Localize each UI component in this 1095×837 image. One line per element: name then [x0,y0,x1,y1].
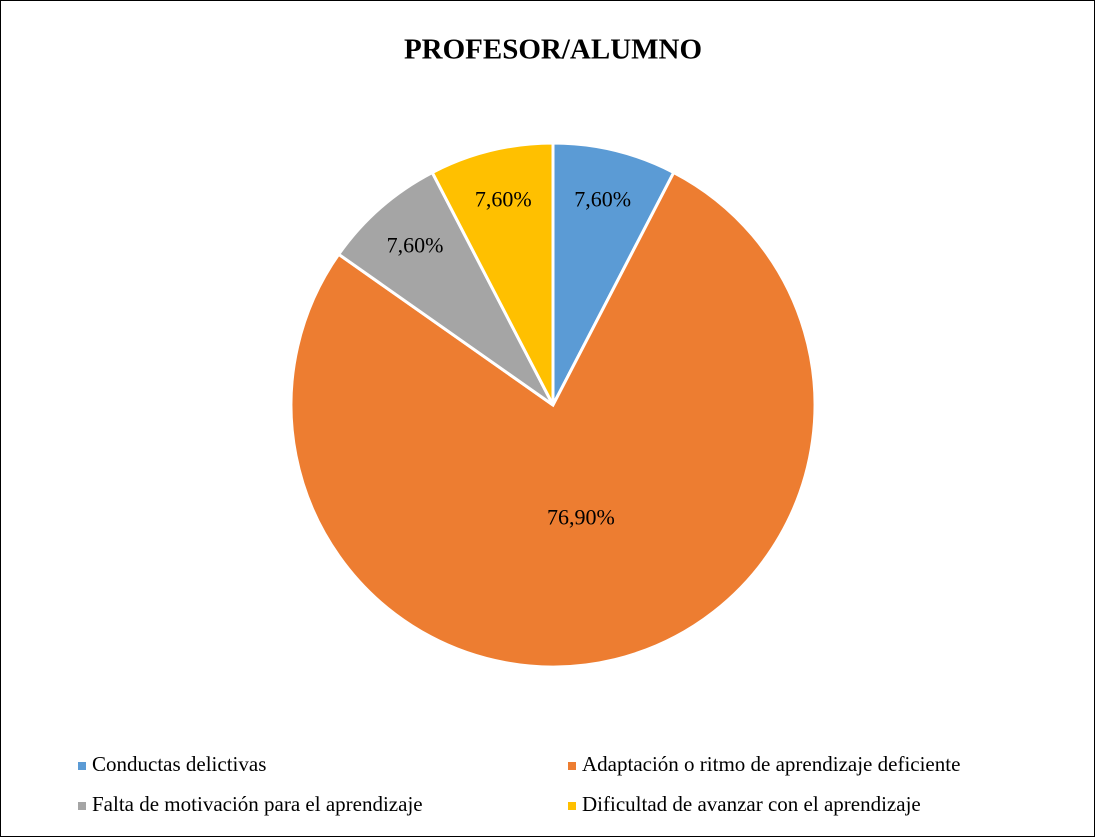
pie-slice [551,141,676,406]
pie-slice [430,141,555,406]
data-label: 7,60% [475,186,532,211]
legend-label: Falta de motivación para el aprendizaje [92,792,423,816]
legend-label: Adaptación o ritmo de aprendizaje defici… [582,752,960,776]
pie-slice [336,170,555,407]
legend-marker [78,802,86,810]
pie-slice [289,170,817,669]
legend-marker [78,762,86,770]
legend-label: Dificultad de avanzar con el aprendizaje [582,792,921,816]
legend-marker [568,802,576,810]
legend-marker [568,762,576,770]
legend-label: Conductas delictivas [92,752,266,776]
chart-title: PROFESOR/ALUMNO [404,34,702,66]
data-label: 7,60% [574,186,631,211]
data-label: 76,90% [547,505,615,530]
data-label: 7,60% [387,232,444,257]
